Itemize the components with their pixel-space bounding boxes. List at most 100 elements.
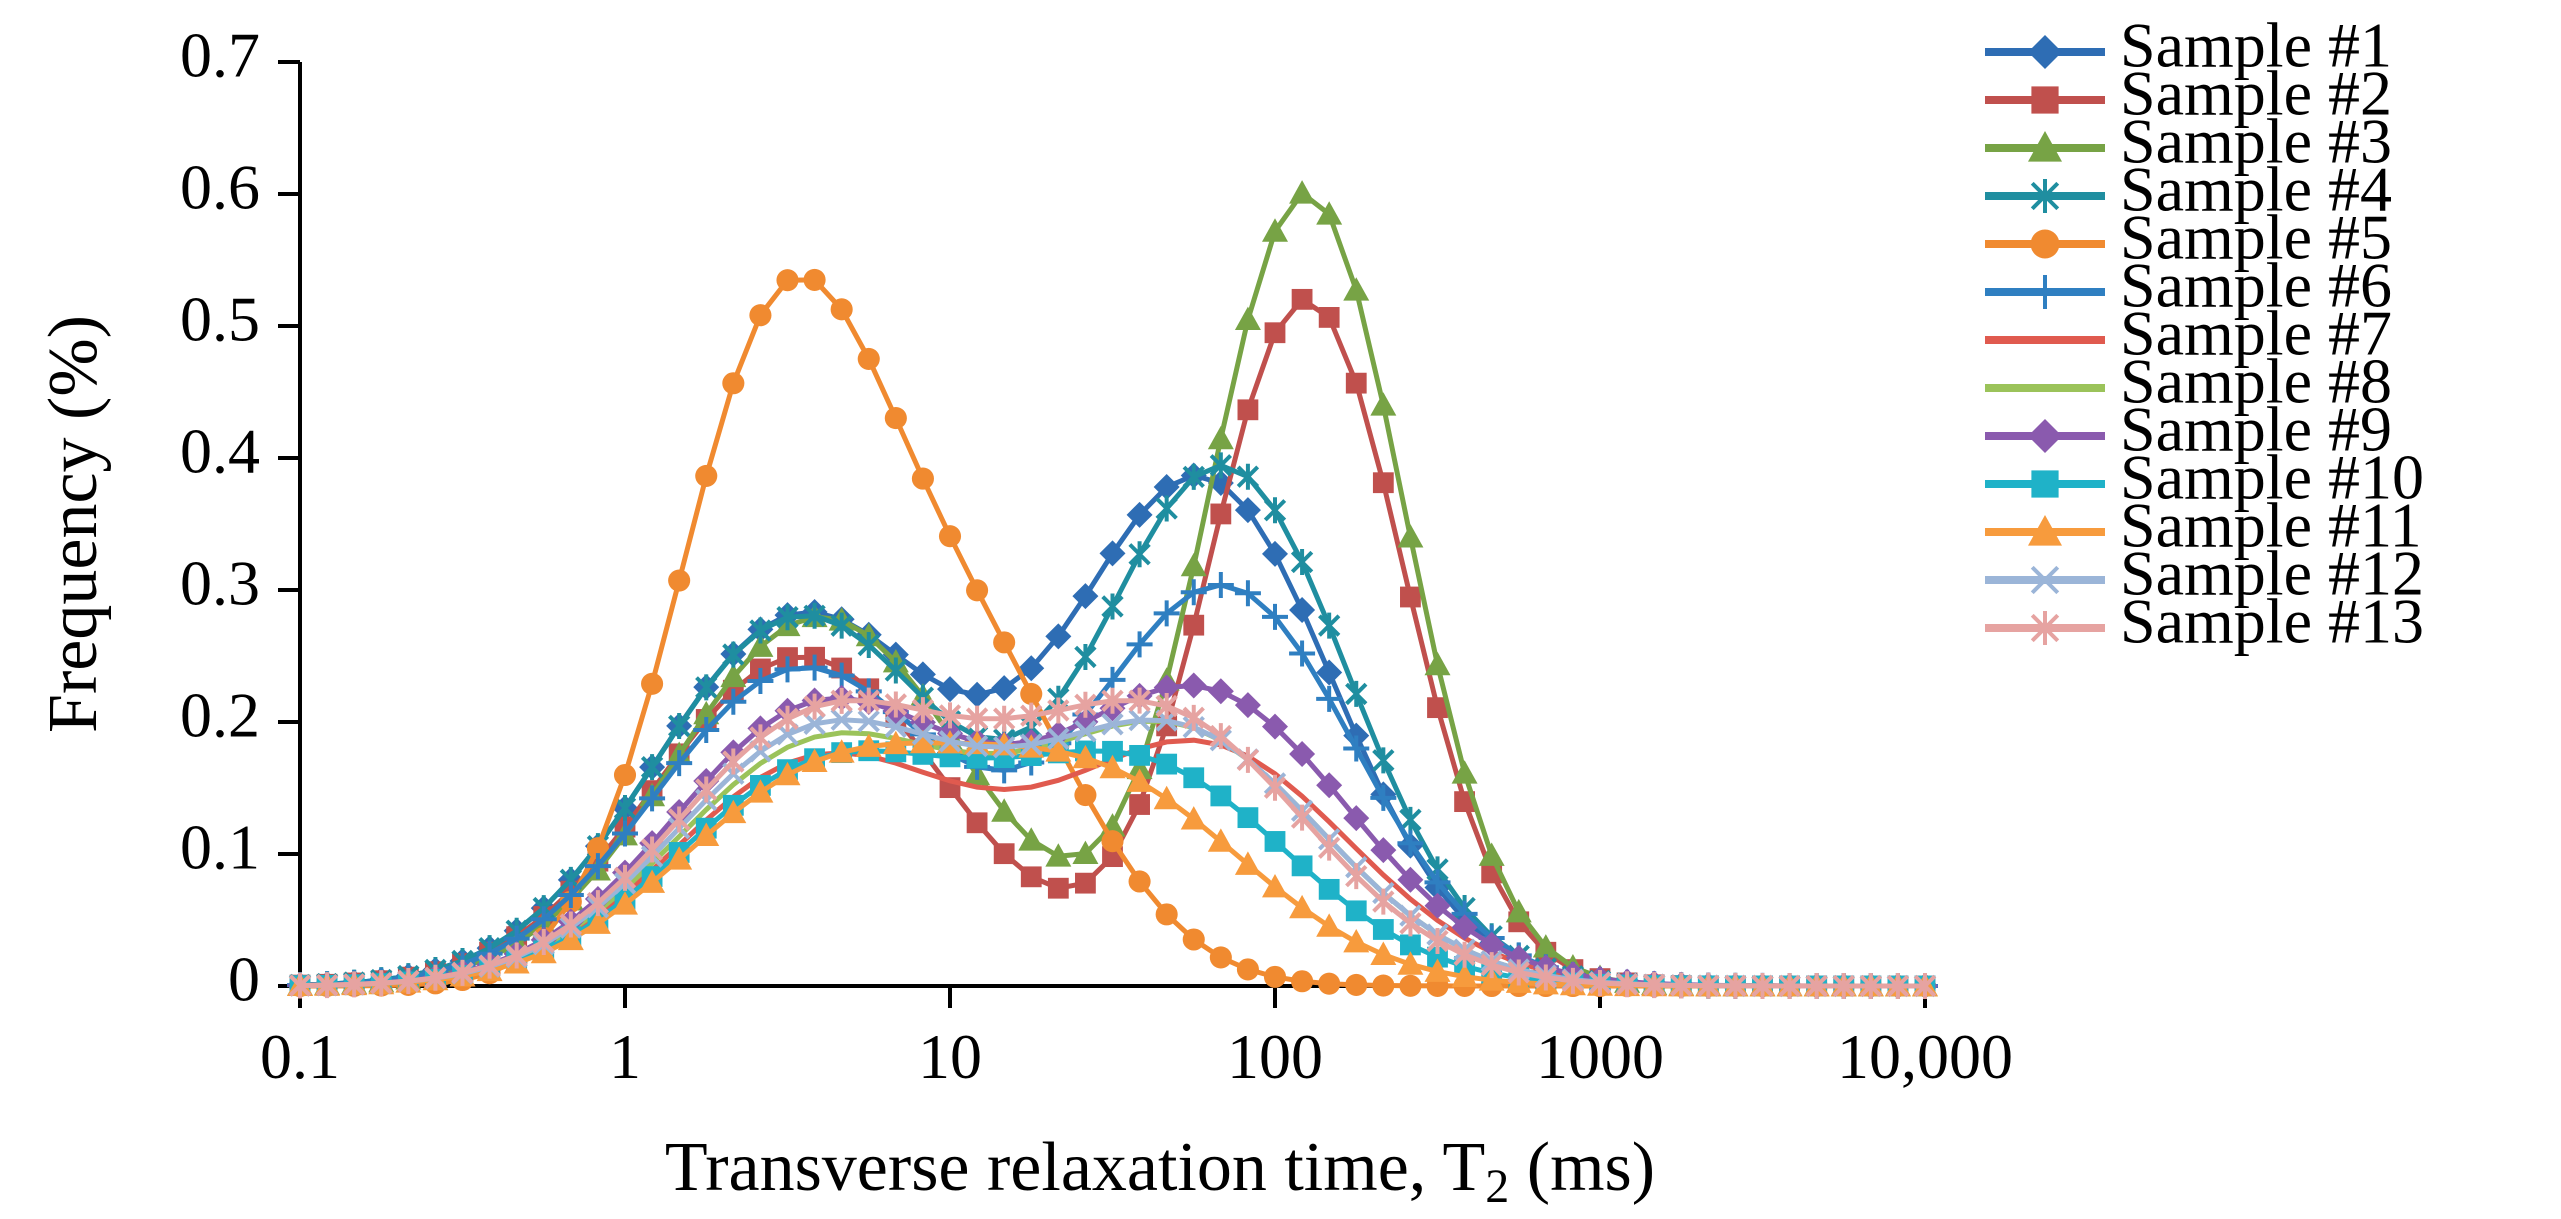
data-point — [884, 657, 907, 684]
data-point — [1316, 913, 1343, 937]
data-point — [1451, 760, 1478, 784]
data-point — [1316, 772, 1343, 799]
data-point — [720, 688, 747, 715]
data-point — [1805, 972, 1828, 999]
data-point — [1182, 704, 1205, 731]
data-point — [668, 806, 691, 833]
data-point — [612, 820, 638, 847]
data-point — [1128, 687, 1151, 714]
data-point — [1126, 755, 1153, 780]
data-point — [1262, 873, 1288, 898]
legend-item: Sample #7 — [1985, 298, 2392, 369]
legend-item: Sample #1 — [1985, 10, 2392, 81]
data-point — [1370, 392, 1397, 416]
legend-label: Sample #6 — [2120, 250, 2392, 321]
data-point — [613, 864, 637, 891]
data-point — [1427, 697, 1448, 719]
data-point — [993, 705, 1016, 732]
data-point — [2028, 275, 2062, 309]
data-point — [1345, 372, 1367, 394]
data-point — [1289, 597, 1316, 624]
legend-label: Sample #11 — [2120, 490, 2422, 561]
data-point — [722, 641, 745, 668]
data-point — [1209, 946, 1232, 969]
data-point — [1424, 958, 1451, 982]
legend-item: Sample #10 — [1985, 442, 2424, 513]
data-point — [1318, 307, 1340, 328]
data-point — [1262, 540, 1288, 567]
data-point — [1153, 674, 1180, 701]
data-point — [993, 843, 1015, 865]
data-point — [640, 754, 664, 781]
data-point — [1316, 685, 1343, 712]
legend-item: Sample #13 — [1985, 586, 2424, 657]
data-point — [666, 750, 693, 777]
data-point — [1072, 744, 1099, 769]
data-point — [2028, 131, 2062, 162]
data-point — [749, 617, 772, 644]
data-point — [965, 734, 989, 758]
data-point — [668, 569, 691, 592]
data-point — [830, 298, 853, 321]
data-point — [1101, 713, 1124, 736]
data-point — [1236, 463, 1260, 490]
data-point — [1453, 941, 1476, 968]
data-point — [776, 705, 799, 732]
data-point — [749, 304, 772, 327]
data-point — [830, 708, 853, 731]
data-point — [993, 631, 1016, 654]
data-point — [1263, 497, 1287, 524]
data-point — [1399, 974, 1422, 997]
data-point — [1289, 894, 1316, 919]
x-axis-title-subscript: 2 — [1485, 1160, 1509, 1213]
data-point — [1072, 583, 1099, 610]
data-point — [1020, 682, 1043, 705]
data-point — [1424, 869, 1451, 896]
data-point — [1101, 593, 1124, 620]
data-point — [1234, 306, 1261, 331]
data-point — [1478, 967, 1505, 991]
data-point — [1343, 277, 1370, 301]
x-ticks: 0.1 1 10 100 1000 10,000 — [260, 986, 2013, 1092]
data-point — [1289, 180, 1316, 204]
data-point — [1237, 807, 1259, 829]
data-point — [584, 910, 611, 934]
data-point — [803, 693, 826, 720]
data-point — [1263, 774, 1287, 801]
legend-item: Sample #5 — [1985, 202, 2392, 273]
data-point — [1075, 872, 1096, 894]
data-point — [1372, 472, 1394, 494]
data-point — [966, 579, 989, 602]
data-point — [424, 964, 447, 991]
data-point — [776, 269, 799, 292]
data-point — [1451, 914, 1478, 941]
data-point — [1291, 288, 1313, 310]
data-point — [1400, 934, 1421, 956]
data-point — [1290, 548, 1314, 575]
data-point — [1372, 974, 1395, 997]
legend-item: Sample #3 — [1985, 106, 2392, 177]
data-point — [2031, 86, 2059, 114]
data-point — [722, 748, 745, 775]
data-point — [1615, 971, 1639, 998]
data-point — [1262, 218, 1288, 242]
data-point — [1426, 928, 1449, 955]
data-point — [803, 268, 826, 291]
data-point — [857, 632, 880, 659]
data-point — [532, 929, 555, 956]
data-point — [1128, 708, 1151, 732]
data-point — [720, 663, 747, 688]
data-point — [1643, 972, 1666, 999]
data-point — [1532, 934, 1559, 958]
data-point — [666, 846, 693, 870]
data-point — [1153, 600, 1180, 627]
data-point — [1180, 806, 1207, 830]
data-point — [1074, 643, 1097, 670]
data-point — [1045, 738, 1072, 762]
series-line — [299, 296, 1925, 989]
data-point — [695, 464, 718, 487]
legend-item: Sample #9 — [1985, 394, 2392, 465]
legend-label: Sample #3 — [2120, 106, 2392, 177]
data-point — [1234, 580, 1261, 607]
